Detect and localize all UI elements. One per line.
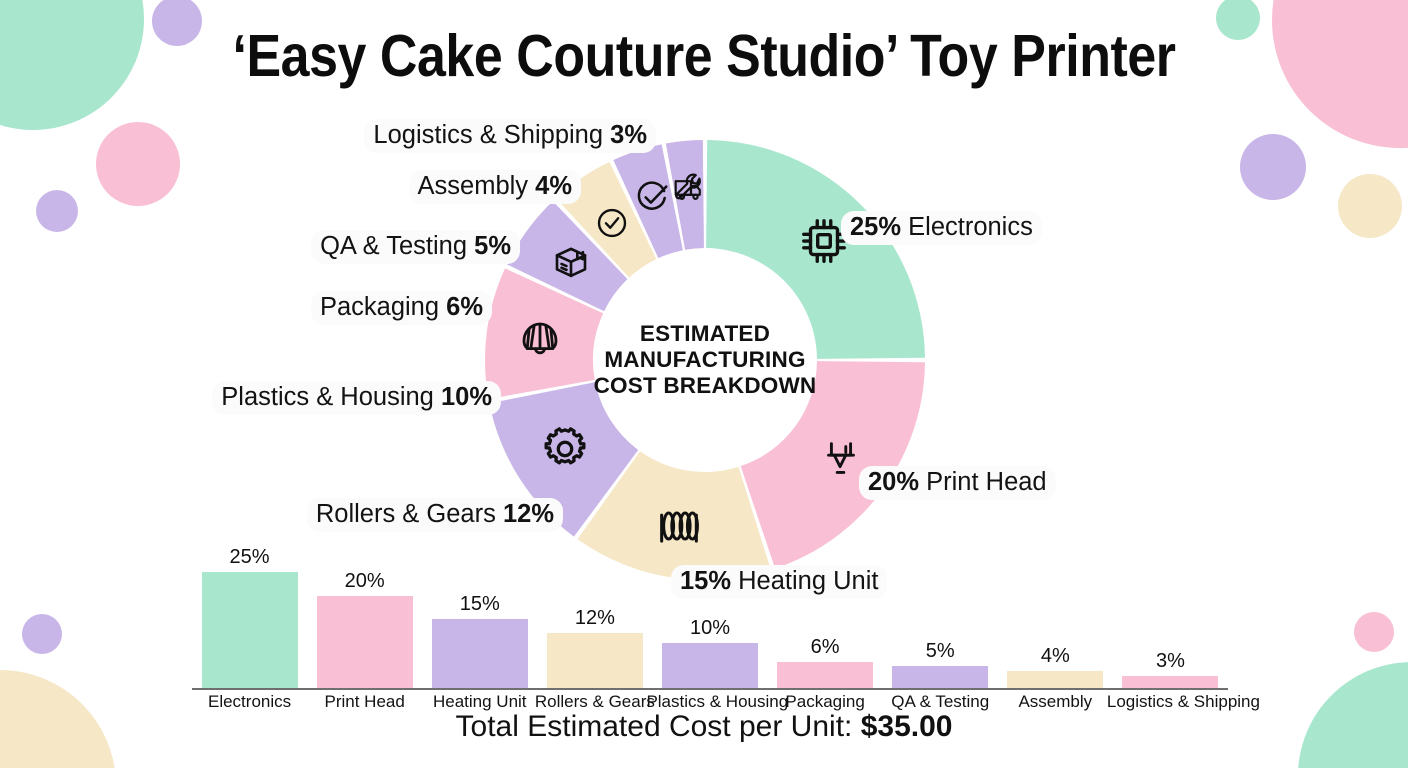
blob-cream-top-right xyxy=(1338,174,1402,238)
donut-label-name: Packaging xyxy=(319,293,440,321)
bar-column: 5% xyxy=(892,640,989,690)
bar-category-label: Print Head xyxy=(324,692,405,711)
bar-chart: 25% 20% 15% 12% 10% 6% 5% 4% 3% xyxy=(192,546,1228,690)
bar-category-label: Assembly xyxy=(1018,692,1093,711)
donut-label-pct: 15% xyxy=(680,567,732,595)
donut-label-pct: 25% xyxy=(850,213,902,241)
chip-icon xyxy=(797,214,851,268)
bar-value-label: 5% xyxy=(925,640,955,663)
donut-label-name: QA & Testing xyxy=(320,232,468,260)
donut-label-packaging: Packaging 6% xyxy=(310,291,492,325)
donut-label-pct: 10% xyxy=(440,383,492,411)
donut-label-name: Heating Unit xyxy=(738,567,879,595)
center-line-1: ESTIMATED xyxy=(639,320,771,346)
bar-rect xyxy=(892,666,989,690)
bar-category-label: Packaging xyxy=(785,692,865,711)
bar-value-label: 12% xyxy=(574,607,615,630)
donut-label-pct: 4% xyxy=(535,172,572,200)
bar-value-label: 20% xyxy=(344,569,385,592)
check-swoosh-icon xyxy=(633,179,671,217)
bar-column: 3% xyxy=(1122,650,1219,690)
donut-label-name: Electronics xyxy=(908,213,1033,241)
donut-label-name: Print Head xyxy=(926,468,1047,496)
check-circle-icon xyxy=(593,204,631,242)
bar-rect xyxy=(431,619,528,690)
bar-value-label: 4% xyxy=(1040,645,1070,668)
donut-chart: ESTIMATED MANUFACTURING COST BREAKDOWN xyxy=(485,140,925,580)
bar-rect xyxy=(662,642,758,690)
bar-value-label: 6% xyxy=(810,635,840,658)
nozzle-icon xyxy=(818,436,864,482)
donut-label-heating: 15% Heating Unit xyxy=(671,565,888,599)
bar-value-label: 3% xyxy=(1155,649,1185,672)
bar-column: 20% xyxy=(316,570,413,690)
blob-pink-bottom-right xyxy=(1354,612,1394,652)
bar-chart-axis xyxy=(192,688,1228,690)
donut-slice-packaging xyxy=(506,201,628,312)
donut-slice-electronics xyxy=(706,140,925,359)
donut-label-rollers: Rollers & Gears 12% xyxy=(306,498,563,532)
blob-purple-left-small xyxy=(36,190,78,232)
bar-column: 25% xyxy=(201,546,298,690)
donut-slice-rollers-gears xyxy=(489,382,639,537)
bar-rect xyxy=(1122,675,1219,690)
bar-rect xyxy=(316,595,413,690)
donut-label-name: Plastics & Housing xyxy=(221,383,434,411)
donut-slice-print-head xyxy=(740,361,925,569)
bar-value-label: 10% xyxy=(689,616,731,639)
donut-label-name: Rollers & Gears xyxy=(315,500,496,528)
box-icon xyxy=(550,241,592,283)
donut-label-pct: 6% xyxy=(446,293,483,321)
page-title: ‘Easy Cake Couture Studio’ Toy Printer xyxy=(232,23,1176,89)
bar-category-label: Heating Unit xyxy=(432,692,527,711)
donut-label-plastics: Plastics & Housing 10% xyxy=(212,381,501,415)
donut-label-pct: 3% xyxy=(610,121,647,149)
donut-label-pct: 12% xyxy=(502,500,554,528)
center-line-3: COST BREAKDOWN xyxy=(593,373,817,399)
donut-label-name: Logistics & Shipping xyxy=(373,121,604,149)
donut-label-printhead: 20% Print Head xyxy=(859,466,1056,500)
bar-category-label: Plastics & Housing xyxy=(646,692,789,711)
bar-value-label: 15% xyxy=(459,593,500,616)
shell-icon xyxy=(516,315,564,363)
donut-center-title: ESTIMATED MANUFACTURING COST BREAKDOWN xyxy=(580,321,830,399)
bar-category-label: Electronics xyxy=(207,692,292,711)
donut-label-qa: QA & Testing 5% xyxy=(311,230,520,264)
bar-column: 4% xyxy=(1007,645,1104,690)
total-cost-footer: Total Estimated Cost per Unit: $35.00 xyxy=(0,710,1408,744)
total-cost-label: Total Estimated Cost per Unit: xyxy=(455,710,861,743)
truck-icon xyxy=(672,172,706,206)
total-cost-value: $35.00 xyxy=(860,710,953,743)
heating-coil-icon xyxy=(653,500,705,552)
blob-purple-top-right xyxy=(1240,134,1306,200)
bar-rect xyxy=(546,633,643,690)
bar-value-label: 25% xyxy=(229,546,270,568)
bar-rect xyxy=(777,661,874,690)
bar-category-label: QA & Testing xyxy=(891,692,990,711)
donut-label-pct: 20% xyxy=(868,468,920,496)
bar-rect xyxy=(1007,671,1104,690)
bar-category-label: Rollers & Gears xyxy=(534,692,655,711)
bar-column: 10% xyxy=(662,617,758,690)
bar-category-label: Logistics & Shipping xyxy=(1106,692,1260,711)
bar-column: 6% xyxy=(777,636,874,690)
bar-rect xyxy=(201,572,298,690)
bar-column: 12% xyxy=(546,607,643,690)
center-line-2: MANUFACTURING xyxy=(604,346,806,372)
donut-label-pct: 5% xyxy=(474,232,511,260)
blob-pink-upper-left xyxy=(96,122,180,206)
donut-label-assembly: Assembly 4% xyxy=(408,170,581,204)
bar-column: 15% xyxy=(431,593,528,690)
gear-icon xyxy=(539,423,591,475)
donut-slice-plastics-housing xyxy=(485,268,604,400)
donut-label-name: Assembly xyxy=(417,172,529,200)
blob-purple-bottom-left xyxy=(22,614,62,654)
donut-label-logistics: Logistics & Shipping 3% xyxy=(364,119,656,153)
donut-label-electronics: 25% Electronics xyxy=(841,211,1042,245)
donut-slice-qa-testing xyxy=(556,161,657,278)
